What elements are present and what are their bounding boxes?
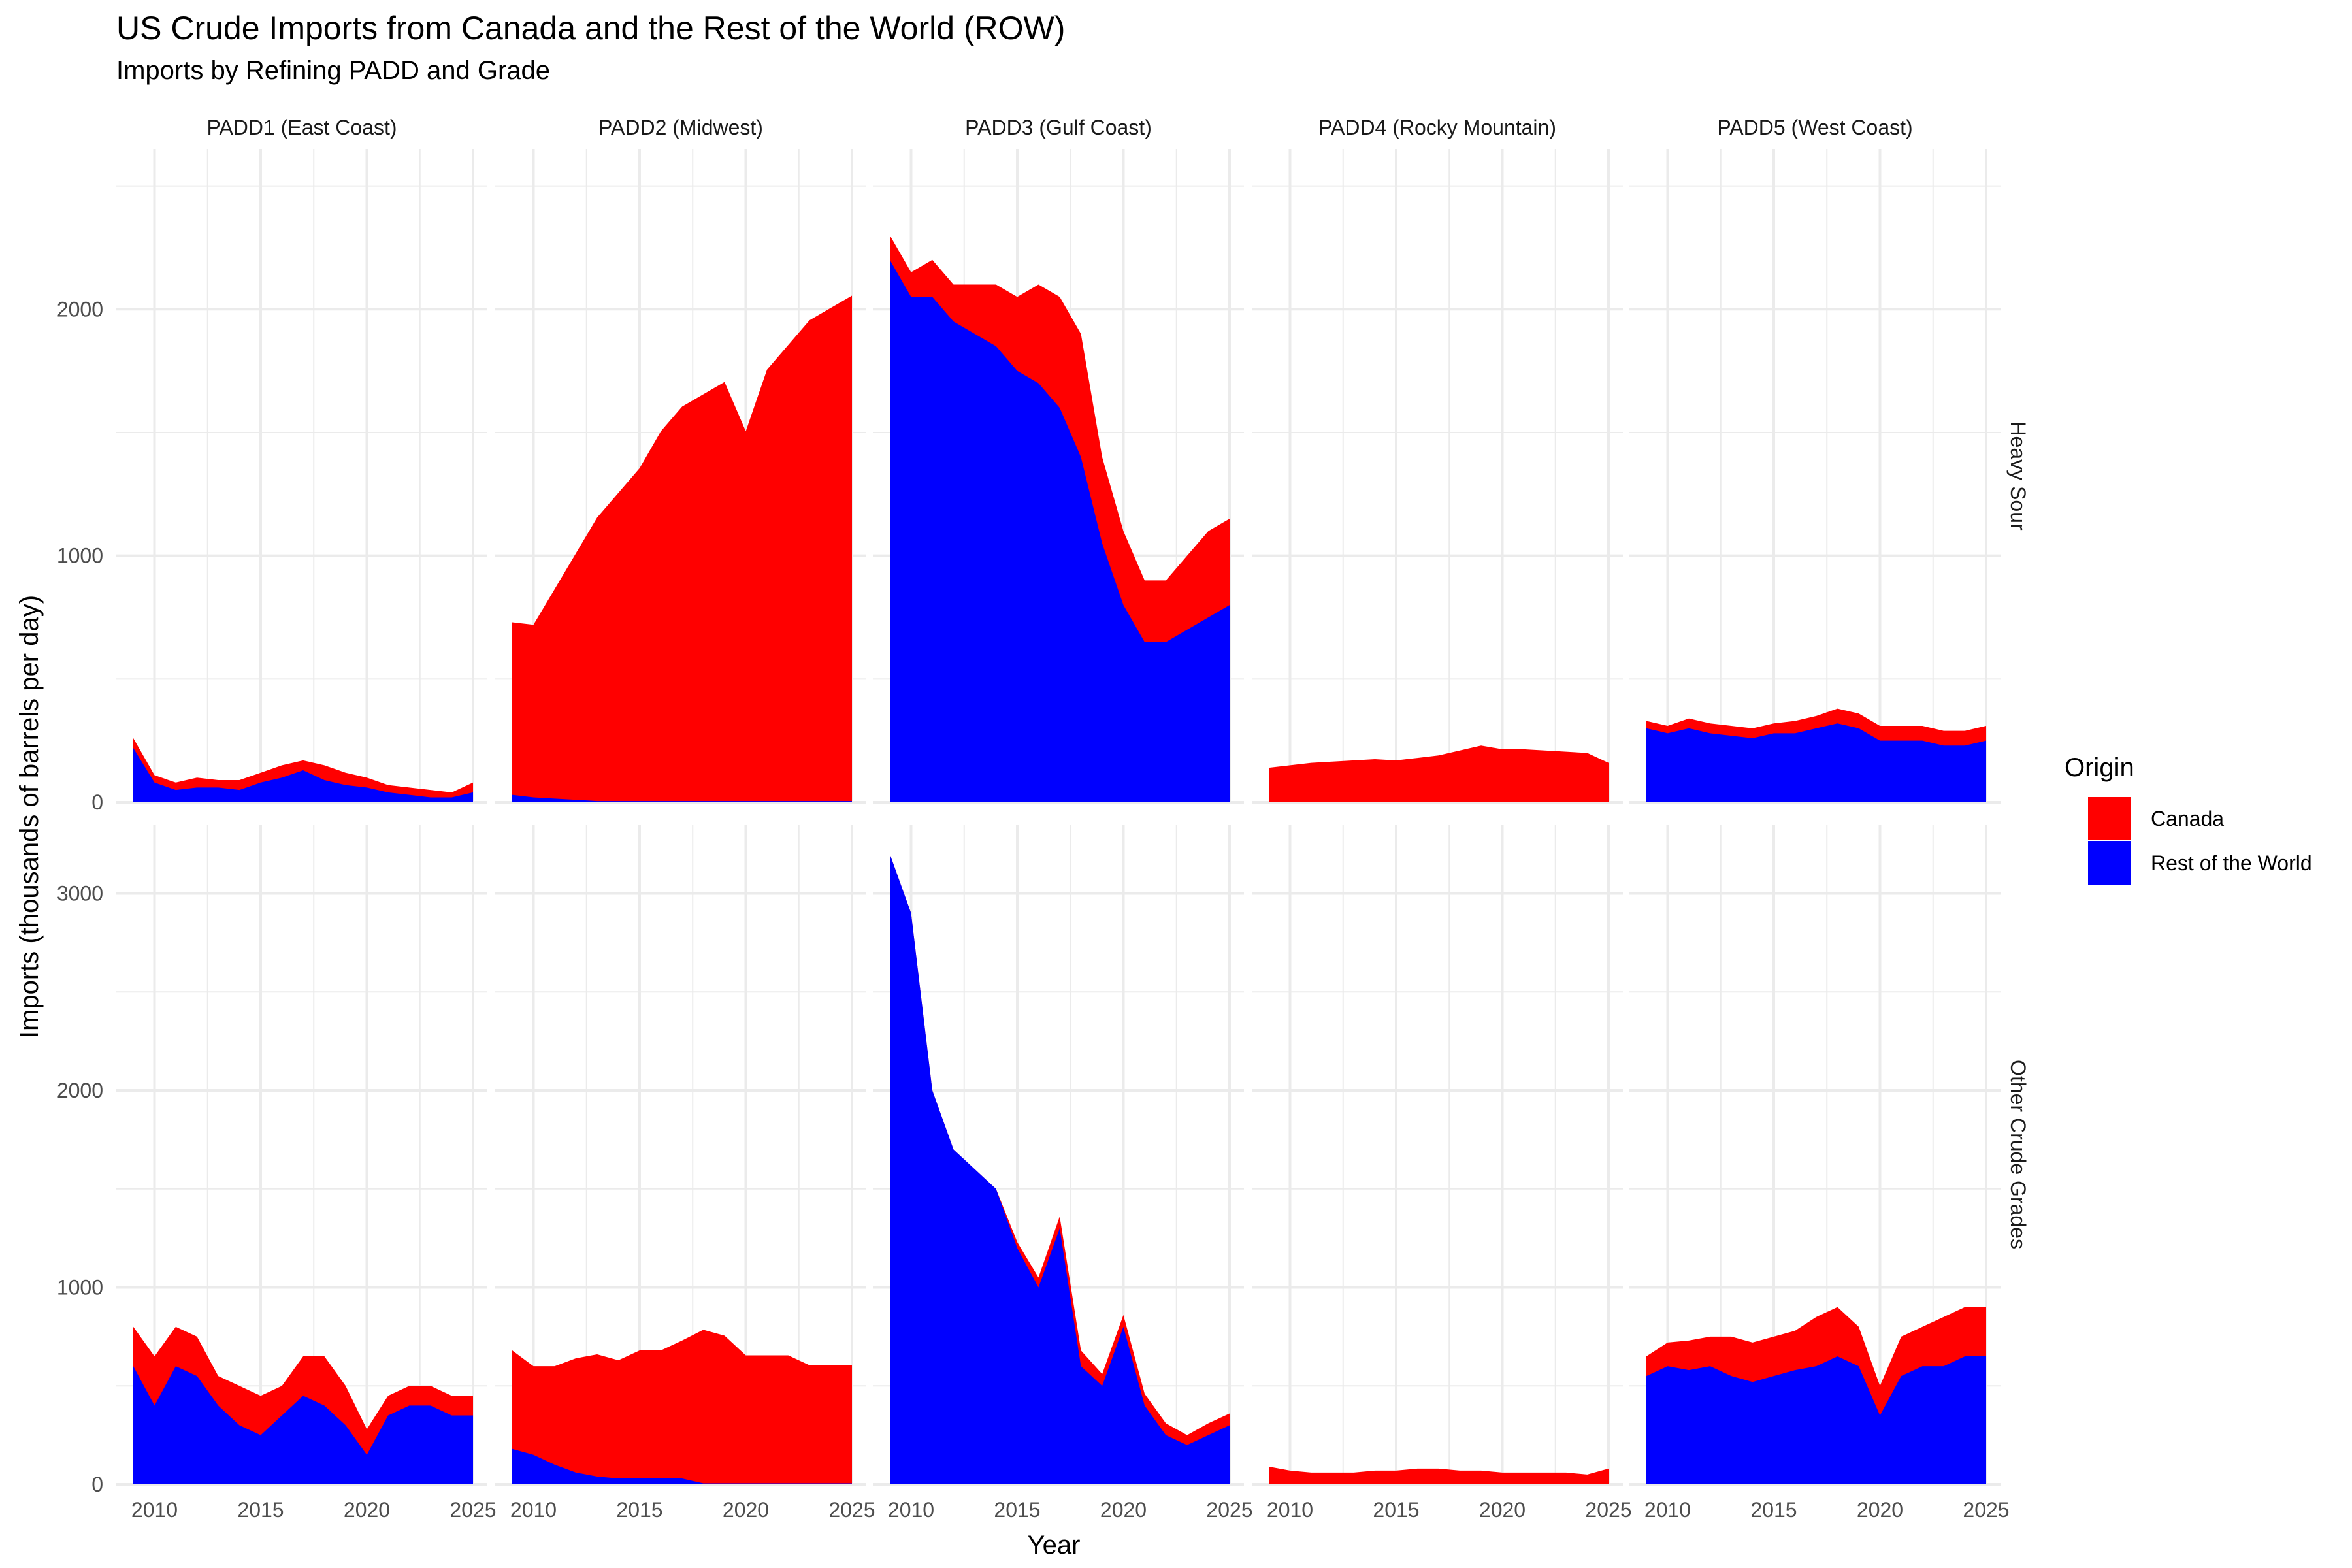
x-tick-label: 2025 [1963, 1498, 2009, 1522]
x-tick-label: 2025 [828, 1498, 875, 1522]
x-tick-label: 2010 [510, 1498, 557, 1522]
y-tick-label: 3000 [57, 882, 103, 906]
y-tick-label: 1000 [57, 1276, 103, 1299]
facet-column-label: PADD1 (East Coast) [206, 116, 397, 139]
area-canada-heavy-sour-padd4-rocky-mountain [1269, 745, 1609, 802]
legend-title: Origin [2065, 753, 2134, 782]
x-tick-label: 2015 [994, 1498, 1040, 1522]
y-tick-label: 0 [91, 1473, 103, 1496]
legend-label-canada: Canada [2151, 807, 2224, 830]
area-rest-of-the-world-other-crude-grades-padd2-midwest [512, 1448, 852, 1484]
x-tick-label: 2025 [449, 1498, 496, 1522]
area-canada-heavy-sour-padd2-midwest [512, 295, 852, 802]
facet-column-label: PADD5 (West Coast) [1717, 116, 1912, 139]
x-tick-label: 2015 [237, 1498, 284, 1522]
y-tick-label: 0 [91, 791, 103, 814]
chart-subtitle: Imports by Refining PADD and Grade [116, 56, 551, 85]
facet-column-label: PADD2 (Midwest) [598, 116, 763, 139]
x-tick-label: 2010 [888, 1498, 934, 1522]
area-rest-of-the-world-heavy-sour-padd2-midwest [512, 794, 852, 802]
y-tick-label: 2000 [57, 1079, 103, 1102]
x-tick-label: 2020 [344, 1498, 390, 1522]
x-tick-label: 2020 [1857, 1498, 1903, 1522]
x-tick-label: 2025 [1206, 1498, 1252, 1522]
y-tick-label: 2000 [57, 297, 103, 321]
area-rest-of-the-world-heavy-sour-padd5-west-coast [1646, 723, 1986, 802]
y-axis-title: Imports (thousands of barrels per day) [15, 595, 44, 1038]
x-tick-label: 2020 [1100, 1498, 1147, 1522]
x-tick-label: 2010 [1267, 1498, 1313, 1522]
area-rest-of-the-world-other-crude-grades-padd5-west-coast [1646, 1356, 1986, 1484]
legend-label-rest-of-the-world: Rest of the World [2151, 851, 2312, 875]
facet-column-label: PADD4 (Rocky Mountain) [1318, 116, 1556, 139]
facet-row-label: Other Crude Grades [2006, 1060, 2030, 1249]
area-rest-of-the-world-heavy-sour-padd1-east-coast [133, 747, 473, 802]
facet-row-label: Heavy Sour [2006, 421, 2030, 531]
x-tick-label: 2015 [1373, 1498, 1419, 1522]
area-canada-other-crude-grades-padd4-rocky-mountain [1269, 1466, 1609, 1484]
area-rest-of-the-world-heavy-sour-padd3-gulf-coast [890, 259, 1230, 803]
x-axis-title: Year [1028, 1531, 1081, 1560]
facet-column-label: PADD3 (Gulf Coast) [965, 116, 1152, 139]
x-tick-label: 2020 [723, 1498, 769, 1522]
chart-title: US Crude Imports from Canada and the Res… [116, 10, 1066, 46]
x-tick-label: 2025 [1585, 1498, 1631, 1522]
x-tick-label: 2010 [131, 1498, 178, 1522]
x-tick-label: 2010 [1644, 1498, 1691, 1522]
area-rest-of-the-world-other-crude-grades-padd1-east-coast [133, 1366, 473, 1484]
legend-swatch-canada [2088, 797, 2131, 840]
x-tick-label: 2020 [1479, 1498, 1526, 1522]
y-tick-label: 1000 [57, 544, 103, 568]
legend-swatch-rest-of-the-world [2088, 841, 2131, 885]
x-tick-label: 2015 [1750, 1498, 1797, 1522]
area-canada-other-crude-grades-padd2-midwest [512, 1330, 852, 1484]
area-rest-of-the-world-other-crude-grades-padd3-gulf-coast [890, 854, 1230, 1484]
x-tick-label: 2015 [616, 1498, 662, 1522]
